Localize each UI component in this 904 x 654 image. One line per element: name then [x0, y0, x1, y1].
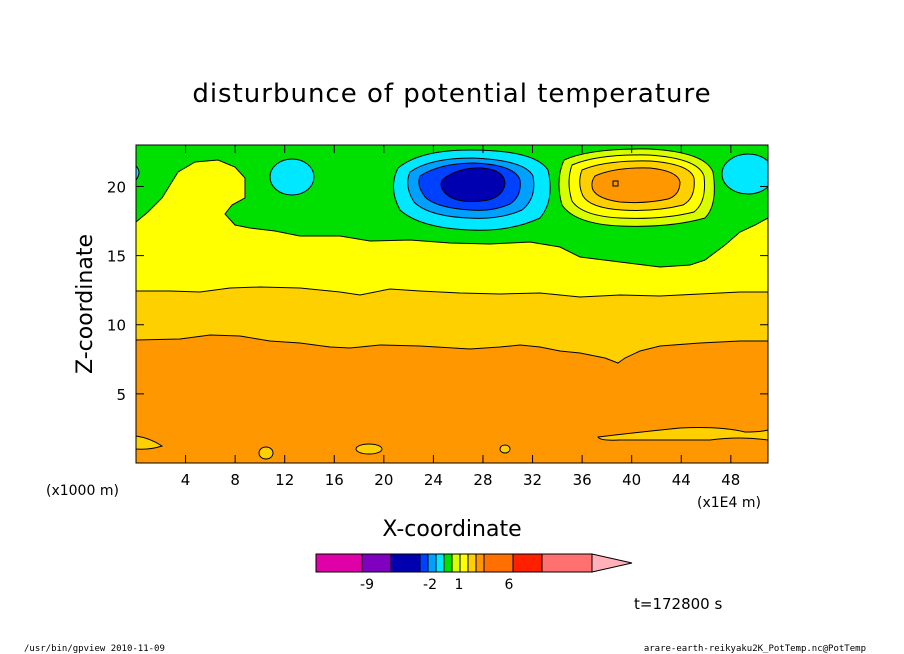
colorbar-tick-label: -2 — [423, 577, 437, 593]
surface-patch-4 — [499, 444, 511, 454]
colorbar-tick-label: -9 — [360, 577, 374, 593]
colorbar-tick-label: 1 — [455, 577, 464, 593]
colorbar-segment — [435, 553, 445, 573]
surface-patch-3 — [355, 443, 383, 455]
surface-patch-1 — [136, 435, 164, 450]
cold-anomaly-core — [440, 167, 506, 203]
x-tick-label: 48 — [721, 471, 740, 489]
y-tick-label: 20 — [107, 178, 126, 196]
x-tick-label: 40 — [622, 471, 641, 489]
x-tick-label: 32 — [523, 471, 542, 489]
x-unit-label: (x1000 m) — [46, 483, 119, 499]
colorbar-segment — [459, 553, 469, 573]
x-axis: 4 8 12 16 20 24 28 32 36 40 44 48 — [181, 145, 740, 489]
footer-left: /usr/bin/gpview 2010-11-09 — [24, 644, 165, 654]
x-unit-label-right: (x1E4 m) — [697, 495, 761, 511]
colorbar-segment — [541, 553, 593, 573]
x-tick-label: 24 — [424, 471, 443, 489]
warm-anomaly-peak — [612, 180, 619, 187]
colorbar-segment — [475, 553, 485, 573]
x-tick-label: 4 — [181, 471, 191, 489]
time-label: t=172800 s — [634, 595, 722, 613]
colorbar-segment — [467, 553, 477, 573]
colorbar-ticks: -9 -2 1 6 — [360, 577, 514, 593]
colorbar-segment — [315, 553, 363, 573]
blob-cyan-left — [269, 158, 315, 196]
y-tick-label: 5 — [116, 386, 126, 404]
colorbar-segment — [443, 553, 453, 573]
colorbar-segment — [451, 553, 461, 573]
x-tick-label: 8 — [230, 471, 240, 489]
colorbar-segment — [419, 553, 429, 573]
y-axis: 5 10 15 20 — [107, 178, 768, 404]
y-tick-label: 15 — [107, 248, 126, 266]
x-tick-label: 16 — [325, 471, 344, 489]
plot-frame — [135, 144, 769, 464]
colorbar-arrow — [591, 553, 633, 573]
x-tick-label: 28 — [473, 471, 492, 489]
x-tick-label: 36 — [573, 471, 592, 489]
chart-title: disturbunce of potential temperature — [192, 79, 711, 109]
colorbar-segment — [512, 553, 543, 573]
x-tick-label: 12 — [275, 471, 294, 489]
surface-patch-5 — [597, 427, 768, 441]
colorbar-segment — [483, 553, 514, 573]
footer-right: arare-earth-reikyaku2K_PotTemp.nc@PotTem… — [644, 644, 866, 654]
y-axis-label: Z-coordinate — [73, 234, 98, 374]
colorbar-tick-label: 6 — [505, 577, 514, 593]
colorbar-segment — [361, 553, 392, 573]
colorbar-segment — [427, 553, 437, 573]
y-tick-label: 10 — [107, 317, 126, 335]
x-tick-label: 44 — [672, 471, 691, 489]
blob-cyan-right — [721, 153, 768, 195]
colorbar-segment — [390, 553, 421, 573]
x-tick-label: 20 — [374, 471, 393, 489]
surface-patch-2 — [258, 446, 274, 460]
warm-anomaly-core — [591, 167, 681, 204]
colorbar — [315, 553, 633, 573]
contour-field — [136, 145, 768, 463]
x-axis-label: X-coordinate — [382, 517, 521, 542]
